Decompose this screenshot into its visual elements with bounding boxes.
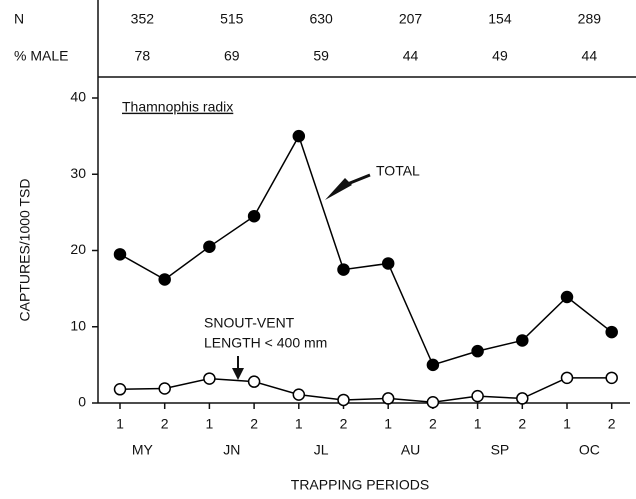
y-tick-label: 20	[70, 241, 86, 257]
header-cell: 59	[313, 48, 329, 64]
header-row-label: % MALE	[14, 48, 68, 64]
x-tick-label: 2	[518, 416, 526, 432]
arrow-head	[232, 368, 244, 380]
header-cell: 515	[220, 11, 244, 27]
group-label: JN	[223, 442, 240, 458]
data-point	[247, 209, 261, 223]
group-label: SP	[491, 442, 510, 458]
header-cell: 69	[224, 48, 240, 64]
x-tick-label: 1	[206, 416, 214, 432]
data-point	[292, 129, 306, 143]
data-point	[471, 344, 484, 358]
data-point	[516, 392, 529, 405]
group-label: MY	[132, 442, 154, 458]
data-point	[426, 358, 440, 372]
data-point	[292, 388, 306, 401]
annotation: LENGTH < 400 mm	[204, 335, 327, 351]
y-axis-label: CAPTURES/1000 TSD	[17, 179, 33, 322]
header-cell: 352	[131, 11, 155, 27]
header-cell: 49	[492, 48, 508, 64]
header-cell: 289	[578, 11, 602, 27]
data-point	[426, 395, 440, 409]
x-tick-label: 2	[608, 416, 616, 432]
data-point	[381, 392, 395, 405]
x-tick-label: 1	[563, 416, 571, 432]
data-point	[516, 334, 529, 347]
data-point	[337, 263, 350, 276]
data-point	[337, 393, 350, 407]
series-line	[119, 377, 612, 403]
group-label: AU	[401, 442, 420, 458]
x-axis-label: TRAPPING PERIODS	[291, 477, 429, 493]
arrow-shaft	[344, 173, 371, 187]
y-tick-label: 40	[70, 89, 86, 105]
header-cell: 78	[135, 48, 151, 64]
x-tick-label: 2	[250, 416, 258, 432]
header-cell: 207	[399, 11, 423, 27]
y-tick-label: 0	[78, 394, 86, 410]
group-label: OC	[579, 442, 600, 458]
data-point	[113, 248, 127, 261]
x-tick-label: 1	[295, 416, 303, 432]
data-point	[158, 273, 171, 286]
x-tick-label: 2	[429, 416, 437, 432]
x-tick-label: 1	[474, 416, 482, 432]
group-label: JL	[314, 442, 329, 458]
data-point	[247, 375, 261, 388]
x-tick-label: 1	[116, 416, 124, 432]
data-point	[605, 371, 618, 385]
arrow-head	[325, 178, 352, 200]
data-point	[471, 389, 484, 403]
header-cell: 44	[582, 48, 598, 64]
header-row-label: N	[14, 11, 24, 27]
data-point	[381, 257, 395, 270]
x-tick-label: 2	[161, 416, 169, 432]
data-point	[113, 383, 127, 396]
header-cell: 44	[403, 48, 419, 64]
y-tick-label: 30	[70, 165, 86, 181]
data-point	[560, 371, 574, 385]
series-line	[119, 134, 613, 366]
header-cell: 630	[309, 11, 333, 27]
x-tick-label: 1	[384, 416, 392, 432]
data-point	[560, 290, 574, 304]
header-cell: 154	[488, 11, 512, 27]
data-point	[605, 325, 618, 339]
species-label: Thamnophis radix	[122, 99, 233, 115]
annotation: TOTAL	[376, 163, 420, 179]
x-tick-label: 2	[340, 416, 348, 432]
annotation: SNOUT-VENT	[204, 315, 295, 331]
y-tick-label: 10	[70, 317, 86, 333]
data-point	[203, 240, 216, 253]
data-point	[158, 382, 171, 395]
data-point	[203, 372, 216, 385]
